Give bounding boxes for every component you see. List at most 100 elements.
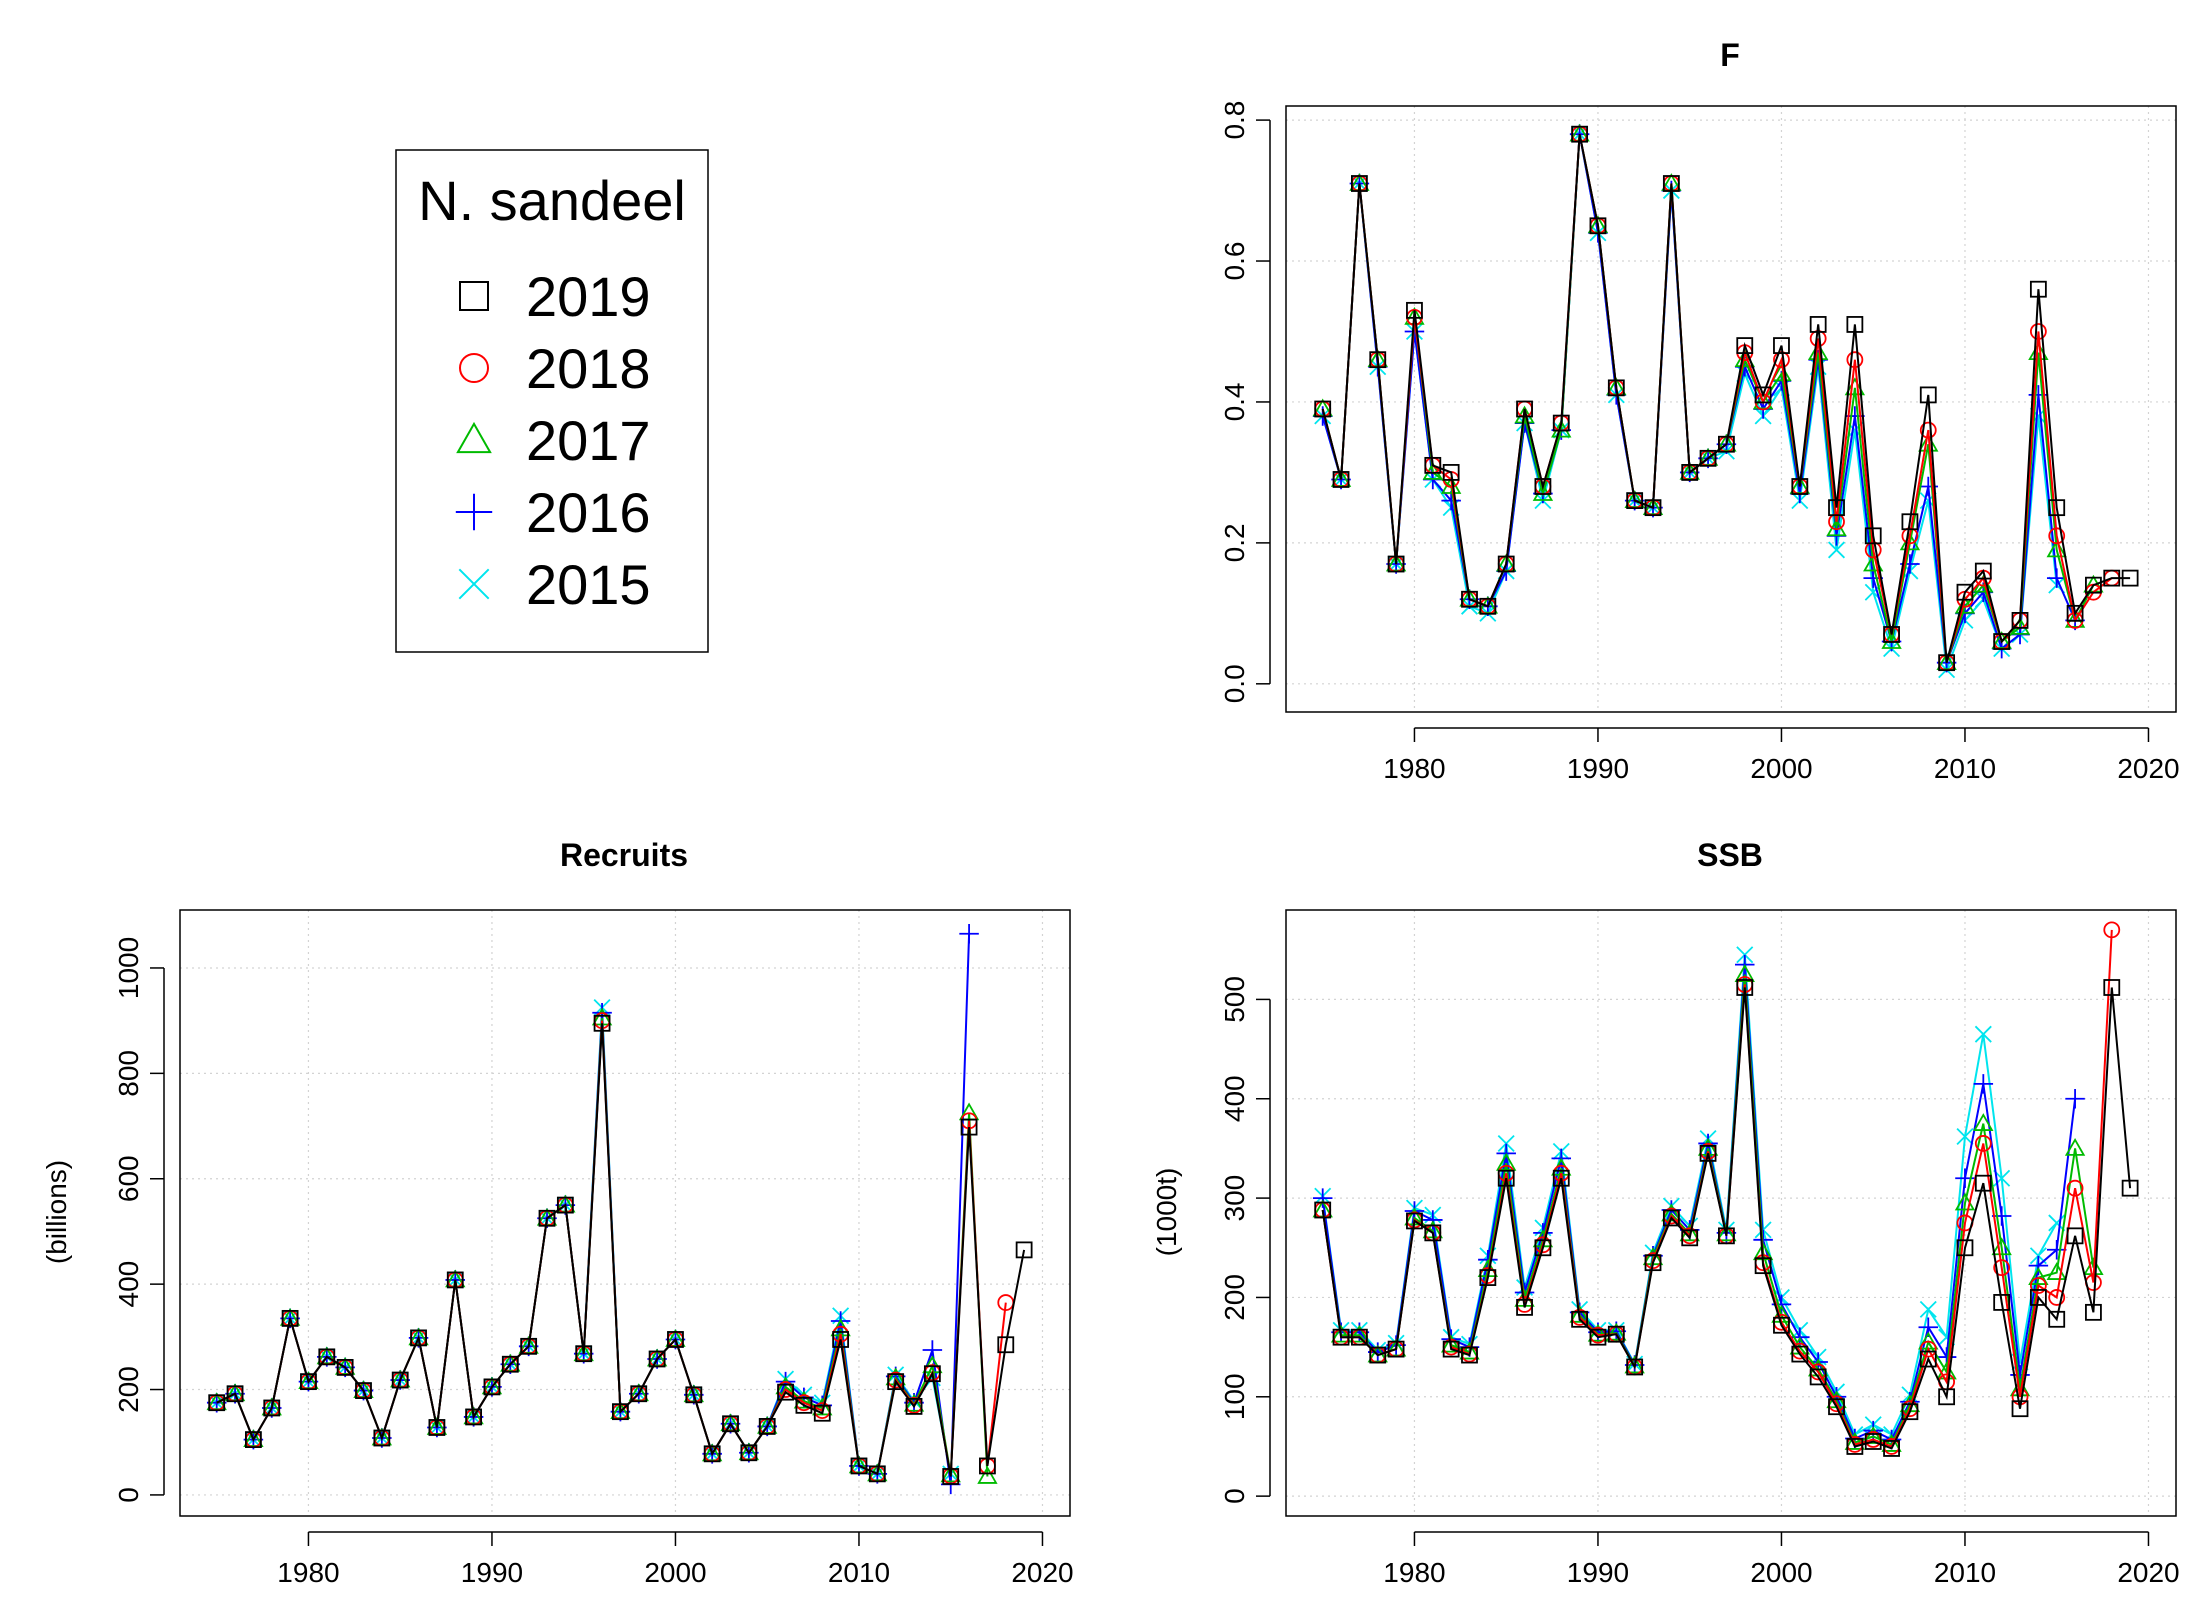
ssb-point-2017	[1734, 964, 1755, 982]
ssb-point-2018	[2066, 1179, 2084, 1197]
recruits-series-line-2016	[216, 933, 971, 1485]
f-series-line-2016	[1321, 134, 2077, 664]
ssb-point-2019	[2048, 1310, 2066, 1328]
f-grid	[1286, 106, 2176, 712]
recruits-point-2019	[740, 1444, 758, 1462]
f-point-2019	[1681, 464, 1699, 481]
f-point-2019	[1406, 301, 1423, 319]
ssb-point-2019	[1314, 1201, 1332, 1219]
ssb-point-2019	[1773, 1316, 1790, 1334]
recruits-point-2017	[463, 1406, 484, 1425]
recruits-point-2019	[850, 1457, 868, 1475]
recruits-x-tick-label: 2000	[644, 1557, 706, 1588]
ssb-point-2019	[1442, 1340, 1460, 1358]
recruits-y-tick-label: 800	[113, 1050, 144, 1097]
ssb-grid	[1286, 910, 2176, 1516]
recruits-point-2017	[812, 1397, 833, 1416]
f-point-2019	[2103, 569, 2121, 587]
legend-symbol-2017	[456, 421, 492, 454]
legend-label-2016: 2016	[526, 481, 651, 544]
f-x-axis: 1980 1990 2000 2010 2020	[1383, 727, 2180, 784]
f-x-tick-label: 1980	[1383, 753, 1445, 784]
f-point-2019	[1938, 654, 1956, 672]
recruits-point-2019	[446, 1271, 464, 1289]
recruits-point-2019	[263, 1399, 281, 1417]
ssb-point-2019	[1864, 1433, 1882, 1450]
legend-box	[395, 149, 709, 653]
ssb-series-2015	[1314, 946, 2066, 1444]
recruits-point-2017	[573, 1343, 594, 1362]
ssb-point-2016	[1991, 1206, 2012, 1226]
recruits-series-line-2019	[216, 1023, 1026, 1477]
recruits-y-tick-label: 600	[113, 1155, 144, 1202]
ssb-point-2019	[1993, 1294, 2011, 1311]
f-point-2019	[1883, 626, 1900, 643]
recruits-point-2019	[648, 1350, 666, 1368]
ssb-point-2019	[1534, 1239, 1552, 1257]
ssb-point-2019	[1791, 1345, 1809, 1363]
ssb-point-2017	[2064, 1137, 2086, 1156]
ssb-y-tick-label: 200	[1219, 1274, 1250, 1321]
f-y-axis: 0.0 0.2 0.4 0.6 0.8	[1219, 101, 1271, 703]
f-point-2019	[1956, 583, 1974, 601]
f-series-line-2019	[1321, 134, 2131, 663]
ssb-point-2017	[1569, 1304, 1590, 1323]
recruits-point-2019	[556, 1196, 574, 1214]
ssb-point-2015	[2048, 1214, 2066, 1232]
f-point-2019	[1828, 499, 1845, 517]
f-point-2017	[1716, 433, 1737, 452]
f-point-2017	[1312, 398, 1333, 417]
recruits-point-2019	[960, 1118, 978, 1136]
recruits-x-axis: 1980 1990 2000 2010 2020	[277, 1531, 1074, 1588]
recruits-point-2016	[959, 923, 979, 944]
ssb-point-2015	[1736, 946, 1754, 964]
legend-symbol-2016	[455, 493, 493, 531]
recruits-point-2019	[832, 1331, 850, 1348]
ssb-point-2019	[1846, 1438, 1864, 1455]
ssb-point-2019	[1736, 979, 1754, 996]
recruits-point-2017	[701, 1443, 723, 1462]
recruits-series-2018	[208, 1012, 1015, 1485]
recruits-plot-frame	[179, 909, 1071, 1517]
f-point-2019	[1552, 414, 1570, 432]
legend-label-2018: 2018	[526, 337, 651, 400]
ssb-x-tick-label: 2020	[2117, 1557, 2179, 1588]
ssb-point-2017	[1459, 1341, 1480, 1360]
recruits-point-2019	[813, 1404, 831, 1422]
legend: N. sandeel 2019 2018 2017 2016 2015	[395, 149, 709, 653]
recruits-x-tick-label: 1980	[277, 1557, 339, 1588]
f-point-2017	[1624, 490, 1645, 508]
f-point-2019	[1699, 449, 1717, 467]
recruits-point-2019	[538, 1209, 556, 1227]
ssb-x-tick-label: 1980	[1383, 1557, 1445, 1588]
ssb-point-2015	[1974, 1025, 1992, 1043]
f-point-2017	[1844, 377, 1866, 396]
ssb-point-2017	[1973, 1113, 1994, 1131]
f-point-2019	[1369, 351, 1387, 369]
ssb-point-2019	[1956, 1239, 1974, 1257]
ssb-point-2019	[1552, 1169, 1570, 1187]
f-point-2019	[2011, 611, 2029, 629]
recruits-x-tick-label: 2010	[828, 1557, 890, 1588]
ssb-y-axis: 0 100 200 300 400 500	[1219, 976, 1271, 1504]
f-x-tick-label: 1990	[1567, 753, 1629, 784]
f-point-2017	[2064, 609, 2086, 628]
recruits-point-2017	[720, 1413, 741, 1432]
f-point-2017	[1789, 476, 1810, 494]
f-point-2016	[1441, 490, 1461, 511]
ssb-point-2017	[1624, 1355, 1645, 1374]
legend-label-2017: 2017	[526, 409, 651, 472]
ssb-point-2019	[2103, 979, 2121, 996]
panel-ssb-title: SSB	[1697, 837, 1763, 873]
f-point-2017	[1936, 652, 1957, 671]
recruits-point-2019	[373, 1429, 391, 1447]
ssb-point-2019	[1919, 1350, 1937, 1368]
f-x-tick-label: 2000	[1750, 753, 1812, 784]
f-point-2019	[2029, 280, 2047, 298]
ssb-y-tick-label: 300	[1219, 1175, 1250, 1222]
f-point-2019	[1736, 337, 1754, 354]
recruits-point-2017	[298, 1371, 319, 1389]
recruits-point-2017	[665, 1329, 686, 1347]
ssb-point-2019	[1571, 1310, 1589, 1328]
recruits-point-2017	[940, 1464, 961, 1483]
